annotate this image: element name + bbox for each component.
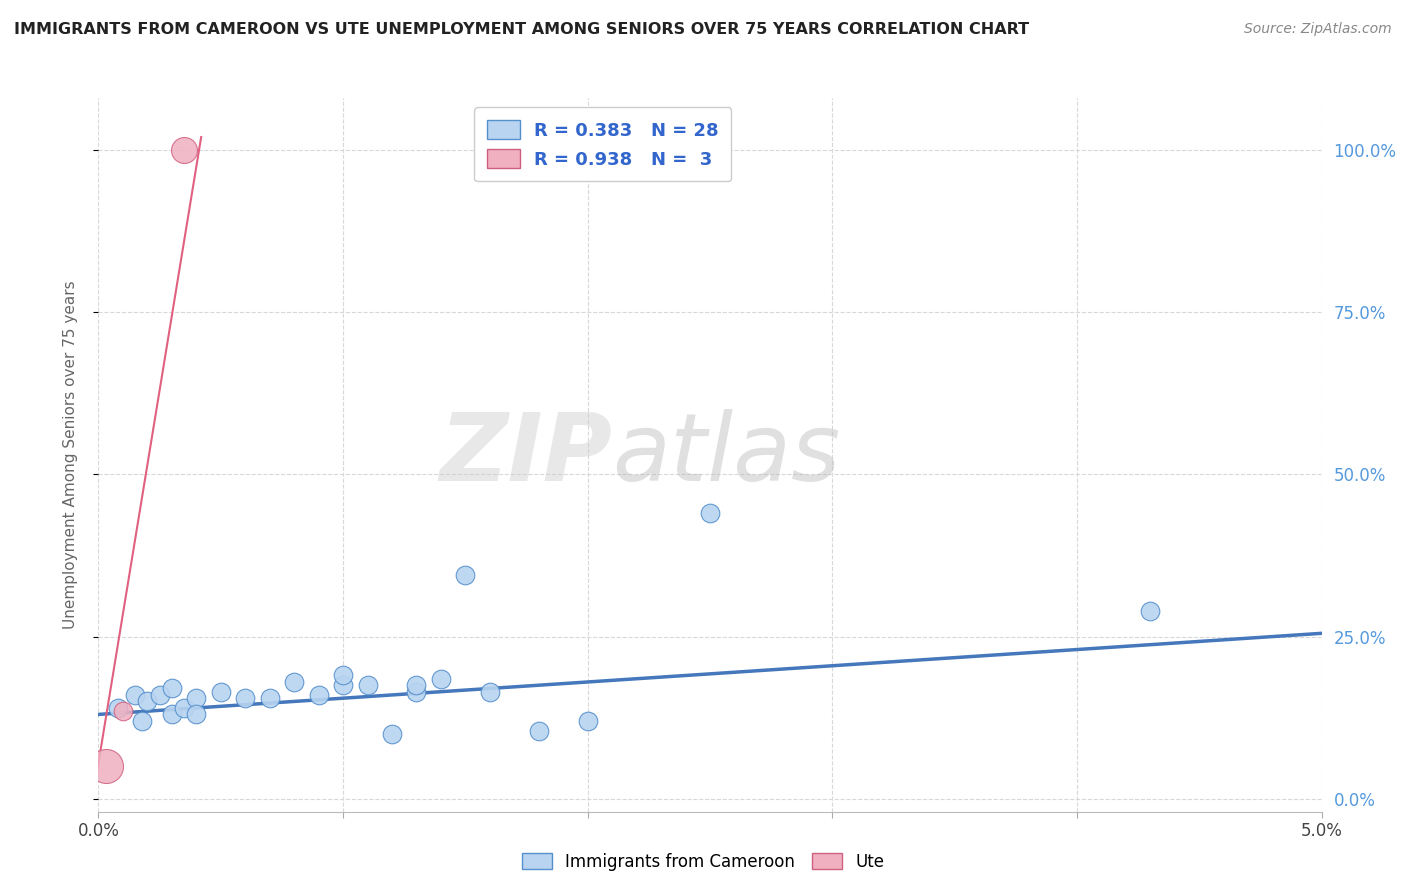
Point [131, 714, 153, 728]
Point [160, 707, 183, 722]
Point [527, 723, 550, 738]
Point [381, 727, 404, 741]
Point [136, 694, 159, 708]
Point [186, 707, 208, 722]
Point [259, 691, 281, 706]
Point [186, 691, 208, 706]
Point [308, 688, 330, 702]
Point [149, 688, 172, 702]
Point [1139, 604, 1161, 618]
Text: ZIP: ZIP [439, 409, 612, 501]
Text: IMMIGRANTS FROM CAMEROON VS UTE UNEMPLOYMENT AMONG SENIORS OVER 75 YEARS CORRELA: IMMIGRANTS FROM CAMEROON VS UTE UNEMPLOY… [14, 22, 1029, 37]
Point [454, 568, 477, 582]
Point [332, 678, 354, 692]
Point [94, 759, 117, 773]
Point [283, 675, 305, 690]
Y-axis label: Unemployment Among Seniors over 75 years: Unemployment Among Seniors over 75 years [63, 281, 77, 629]
Point [111, 704, 134, 718]
Point [478, 684, 501, 698]
Legend: R = 0.383   N = 28, R = 0.938   N =  3: R = 0.383 N = 28, R = 0.938 N = 3 [474, 107, 731, 181]
Point [699, 506, 721, 520]
Text: atlas: atlas [612, 409, 841, 500]
Point [173, 701, 195, 715]
Point [576, 714, 599, 728]
Point [173, 143, 195, 157]
Point [160, 681, 183, 696]
Text: Source: ZipAtlas.com: Source: ZipAtlas.com [1244, 22, 1392, 37]
Point [430, 672, 453, 686]
Point [405, 684, 427, 698]
Point [356, 678, 378, 692]
Point [124, 688, 146, 702]
Point [209, 684, 232, 698]
Point [107, 701, 129, 715]
Point [405, 678, 427, 692]
Legend: Immigrants from Cameroon, Ute: Immigrants from Cameroon, Ute [513, 845, 893, 880]
Point [332, 668, 354, 682]
Point [233, 691, 256, 706]
